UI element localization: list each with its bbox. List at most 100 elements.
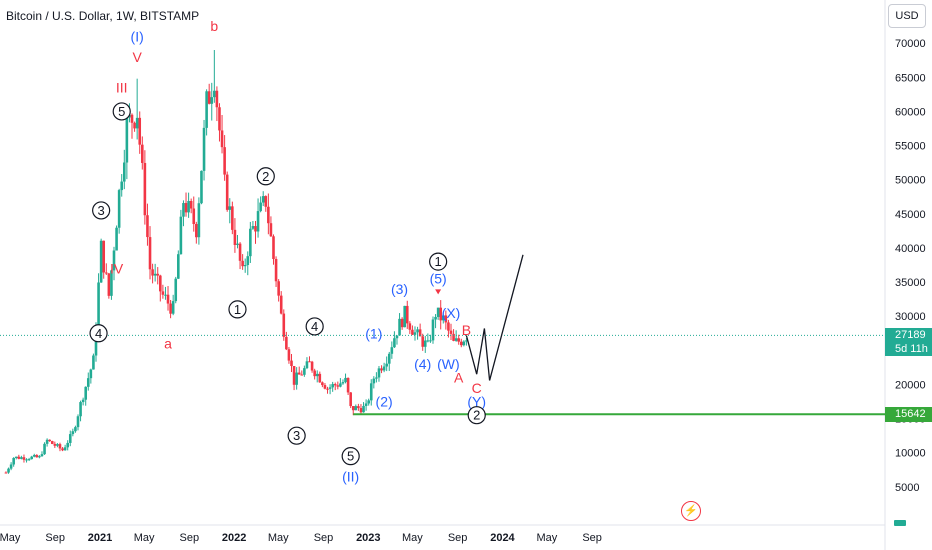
candle-body [20,457,23,459]
candle-body [372,378,376,384]
candle-body [22,457,26,460]
projection-line [465,254,524,381]
wave-circle [467,406,486,425]
wave-label: 1 [435,254,442,269]
candle-body [92,355,95,370]
candle-body [259,202,262,212]
price-axis[interactable]: 5000100001500020000250003000035000400004… [895,38,926,494]
candle-body [313,370,316,377]
x-tick-label: May [537,532,558,544]
candle-body [390,347,394,354]
candle-body [421,336,425,347]
candle-body [408,323,412,330]
candle-body [189,200,193,209]
candle-body [305,361,309,369]
candle-body [9,464,13,469]
candle-body [362,405,365,413]
candle-body [321,382,324,386]
candle-body [171,301,175,314]
candle-body [153,273,157,276]
candle-body [71,431,75,435]
candle-body [202,127,206,171]
wave-circle [256,167,275,186]
candle-body [40,454,44,457]
wave-circle [228,300,247,319]
candle-body [277,281,280,296]
candle-body [177,254,180,279]
candle-body [210,97,214,104]
candle-body [228,206,232,210]
candle-body [346,377,350,393]
price-lines [0,334,885,416]
candle-body [174,278,178,302]
wave-circle [287,426,306,445]
candle-body [225,174,229,210]
candle-body [161,291,165,295]
wave-label: 1 [234,302,241,317]
wave-label: 4 [95,326,102,341]
scroll-handle[interactable] [894,520,906,526]
wave-label: (W) [437,356,460,372]
x-tick-label: 2024 [490,532,515,544]
candle-body [213,90,216,98]
x-tick-label: May [134,532,155,544]
candle-body [369,383,373,401]
candle-body [38,456,41,458]
candle-body [102,240,106,273]
candle-body [125,117,129,163]
wave-label: C [472,380,482,396]
currency-button[interactable]: USD [888,4,926,28]
candle-body [344,377,347,383]
candle-body [179,216,183,255]
wave-label: (1) [365,325,382,341]
candle-body [315,373,319,377]
candle-body [32,455,36,457]
candle-body [192,208,196,225]
candle-body [292,366,296,385]
candle-body [218,107,221,131]
candle-body [110,270,113,296]
wave-label: III [116,80,128,96]
y-tick-label: 70000 [895,38,926,50]
candle-body [457,338,461,342]
candle-body [197,203,201,238]
candle-body [223,147,226,175]
candles [4,50,468,474]
candle-body [364,403,368,406]
support-price-tag: 15642 [885,407,932,423]
wave-label: a [164,336,172,352]
y-tick-label: 5000 [895,482,919,494]
candle-body [7,468,10,473]
wave-circle [92,201,111,220]
candle-body [246,256,250,266]
wave-label: 2 [262,169,269,184]
candle-body [331,384,334,388]
candle-body [117,190,121,228]
y-tick-label: 40000 [895,243,926,255]
candle-body [200,170,203,204]
candle-body [35,455,39,458]
candle-body [148,237,152,270]
x-tick-label: Sep [314,532,334,544]
candle-body [279,295,283,314]
y-tick-label: 65000 [895,72,926,84]
candle-body [156,273,160,276]
y-tick-label: 60000 [895,106,926,118]
candle-body [236,243,239,245]
candle-body [452,333,455,341]
candle-body [400,318,404,328]
candle-body [431,319,435,341]
candle-body [465,340,468,342]
wave-label: 5 [118,104,125,119]
current-price-value: 27189 [895,329,926,342]
candle-body [349,392,352,407]
time-axis[interactable]: May Sep 2021 May Sep 2022 May Sep 2023 May Sep 2024… [0,532,602,544]
candle-body [17,456,21,459]
candle-body [89,369,93,379]
candle-body [130,114,134,123]
candle-body [48,439,51,442]
candle-body [269,223,273,237]
lightning-icon[interactable]: ⚡ [681,501,701,521]
candle-body [146,215,149,238]
